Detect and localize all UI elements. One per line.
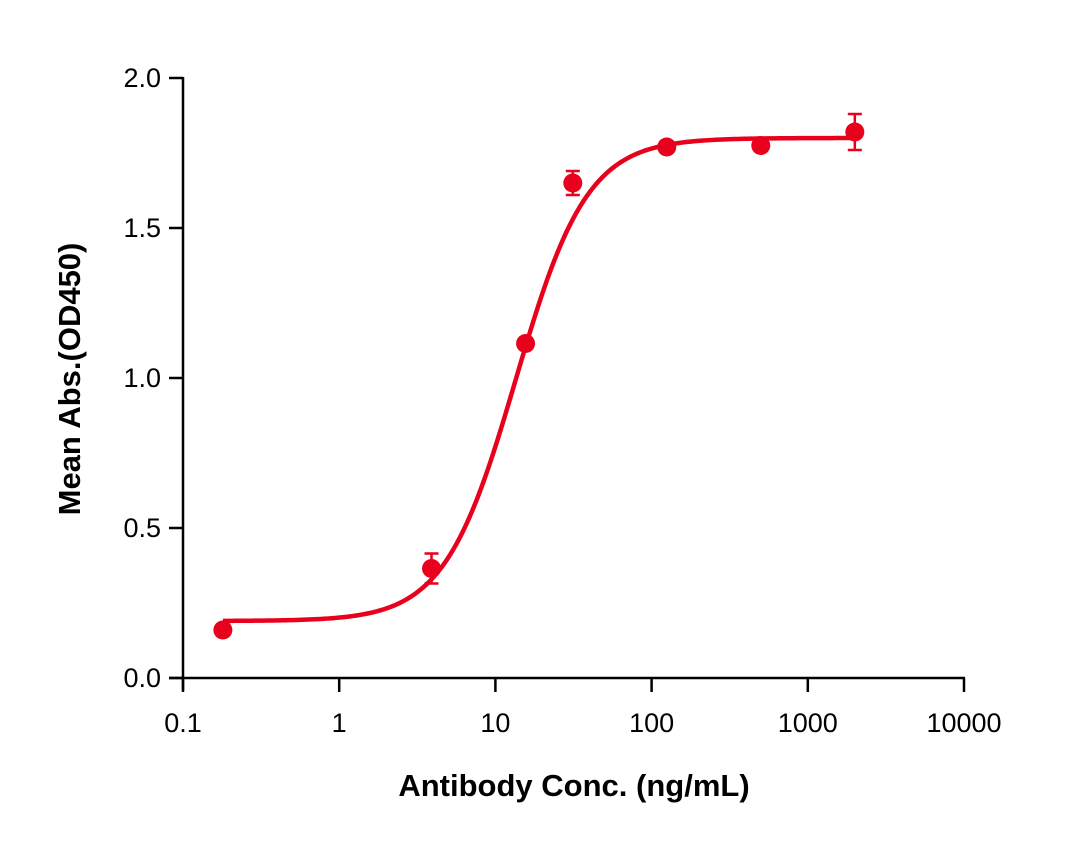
x-axis: 0.1 1 10 100 1000 10000 <box>164 676 1002 738</box>
y-tick-label: 2.0 <box>123 63 161 93</box>
y-tick-label: 0.5 <box>123 513 161 543</box>
data-point <box>845 122 865 142</box>
x-axis-title: Antibody Conc. (ng/mL) <box>398 768 749 803</box>
y-tick-label: 1.5 <box>123 213 161 243</box>
data-point <box>516 334 536 353</box>
data-points <box>213 112 865 640</box>
fit-curve <box>222 135 855 624</box>
x-tick-label: 0.1 <box>164 708 202 738</box>
data-point <box>563 173 583 193</box>
x-tick-label: 1 <box>332 708 347 738</box>
plot-area <box>213 112 865 640</box>
y-axis-title: Mean Abs.(OD450) <box>52 243 87 516</box>
y-tick-label: 0.0 <box>123 663 161 693</box>
data-point <box>751 136 771 155</box>
data-point <box>422 559 442 578</box>
data-point <box>657 137 677 157</box>
x-tick-label: 10000 <box>926 708 1001 738</box>
x-tick-label: 10 <box>480 708 510 738</box>
x-tick-label: 1000 <box>778 708 838 738</box>
x-tick-label: 100 <box>629 708 674 738</box>
data-point <box>213 620 233 640</box>
y-tick-label: 1.0 <box>123 363 161 393</box>
y-axis: 0.0 0.5 1.0 1.5 2.0 <box>123 63 185 693</box>
